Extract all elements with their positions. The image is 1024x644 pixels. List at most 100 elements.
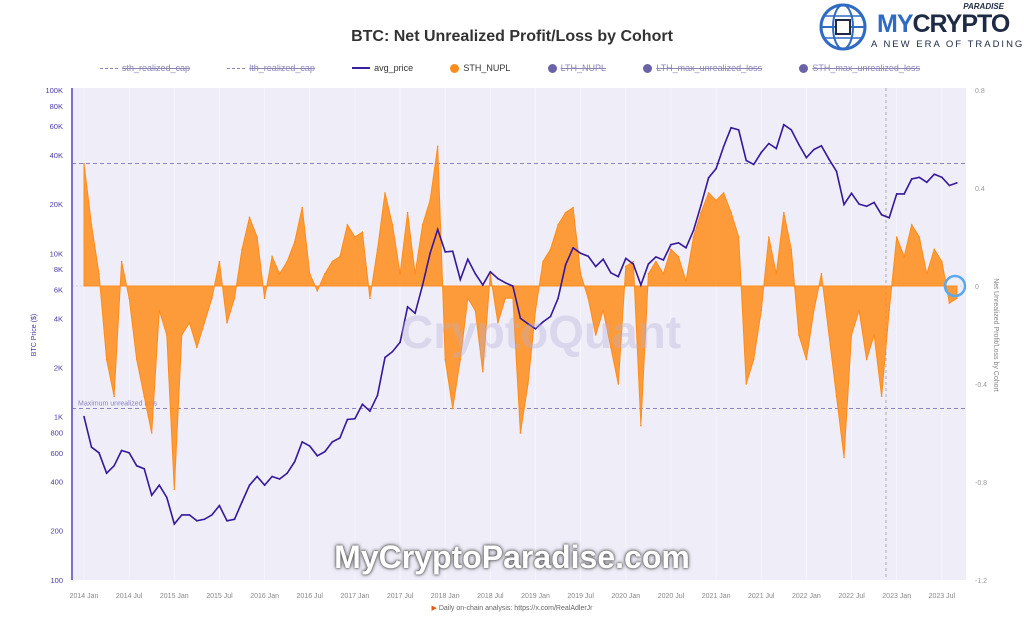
y-left-tick-label: 600: [50, 449, 63, 458]
sth-nupl-point: [903, 255, 906, 258]
avg-price-point: [444, 251, 447, 253]
sth-nupl-point: [632, 260, 635, 263]
legend-item[interactable]: lth_realized_cap: [227, 63, 315, 73]
sth-nupl-point: [858, 309, 860, 312]
x-tick-label: 2020 Jan: [611, 593, 640, 600]
sth-nupl-point: [873, 334, 875, 336]
avg-price-point: [308, 445, 311, 447]
avg-price-point: [700, 204, 702, 207]
sth-nupl-point: [670, 248, 672, 251]
avg-price-point: [474, 272, 477, 275]
sth-nupl-point: [828, 334, 830, 336]
sth-nupl-point: [745, 383, 747, 385]
sth-nupl-point: [534, 309, 537, 312]
avg-price-point: [218, 504, 221, 507]
legend-item[interactable]: avg_price: [352, 63, 413, 73]
legend-item[interactable]: sth_realized_cap: [100, 63, 190, 73]
y-left-label: BTC Price ($): [31, 314, 38, 356]
sth-nupl-point: [331, 260, 334, 263]
source-note[interactable]: ▶ Daily on-chain analysis: https://x.com…: [431, 605, 593, 612]
avg-price-point: [557, 297, 559, 300]
legend-item[interactable]: LTH_max_unrealized_loss: [643, 63, 762, 73]
sth-nupl-point: [956, 297, 958, 300]
avg-price-point: [933, 173, 936, 176]
x-tick-label: 2023 Jul: [929, 593, 956, 600]
sth-nupl-point: [406, 211, 409, 214]
sth-nupl-point: [181, 334, 183, 336]
sth-nupl-point: [579, 272, 582, 275]
avg-price-point: [421, 284, 424, 286]
avg-price-point: [173, 523, 176, 525]
avg-price-point: [903, 193, 906, 195]
sth-nupl-point: [399, 272, 401, 275]
sth-nupl-point: [98, 272, 100, 275]
avg-price-point: [482, 284, 484, 286]
sth-nupl-point: [572, 206, 574, 209]
avg-price-point: [662, 259, 665, 261]
avg-price-point: [361, 403, 364, 406]
avg-price-point: [105, 472, 108, 475]
dot-icon: [547, 63, 557, 73]
x-tick-label: 2019 Jan: [521, 593, 550, 600]
legend-item[interactable]: LTH_NUPL: [547, 63, 606, 73]
x-tick-label: 2014 Jan: [70, 593, 99, 600]
x-tick-label: 2021 Jan: [702, 593, 731, 600]
avg-price-point: [805, 156, 808, 159]
avg-price-point: [429, 252, 431, 255]
x-tick-label: 2021 Jul: [748, 593, 775, 600]
avg-price-point: [534, 327, 537, 330]
x-tick-label: 2016 Jan: [250, 593, 279, 600]
y-left-tick-label: 1K: [54, 413, 63, 422]
avg-price-point: [128, 452, 130, 454]
sth-nupl-point: [346, 223, 349, 226]
logo-tagline: A NEW ERA OF TRADING: [871, 39, 1024, 50]
avg-price-point: [316, 455, 319, 457]
sth-nupl-point: [542, 260, 544, 263]
sth-nupl-point: [429, 199, 431, 202]
sth-nupl-point: [730, 211, 732, 214]
y-left-tick-label: 10K: [50, 249, 63, 258]
sth-nupl-point: [324, 272, 326, 275]
sth-nupl-point: [602, 309, 605, 312]
x-tick-label: 2014 Jul: [116, 593, 143, 600]
avg-price-point: [873, 201, 875, 204]
sth-nupl-point: [760, 309, 763, 312]
avg-price-point: [745, 159, 747, 162]
avg-price-point: [248, 484, 251, 487]
avg-price-point: [354, 417, 356, 420]
sth-nupl-point: [83, 162, 85, 165]
x-tick-label: 2015 Jan: [160, 593, 189, 600]
avg-price-point: [752, 163, 755, 166]
avg-price-point: [790, 129, 793, 131]
legend-item[interactable]: STH_NUPL: [450, 63, 510, 73]
avg-price-point: [760, 151, 763, 154]
sth-nupl-point: [820, 272, 823, 275]
y-left-tick-label: 80K: [50, 102, 63, 111]
avg-price-point: [466, 258, 469, 261]
avg-price-point: [369, 410, 371, 412]
y-right-tick-label: -0.8: [975, 480, 987, 487]
sth-nupl-point: [722, 192, 725, 194]
avg-price-point: [707, 176, 710, 179]
sth-nupl-point: [376, 248, 379, 251]
avg-price-point: [677, 241, 680, 244]
sth-nupl-point: [677, 255, 680, 258]
sth-nupl-point: [369, 297, 371, 300]
avg-price-point: [346, 418, 349, 421]
legend-item[interactable]: STH_max_unrealized_loss: [799, 63, 920, 73]
avg-price-point: [203, 518, 206, 521]
avg-price-point: [196, 520, 198, 522]
reference-line-label: Maximum unrealized loss: [78, 401, 157, 408]
avg-price-point: [918, 176, 921, 179]
y-left-tick-label: 400: [50, 478, 63, 487]
sth-nupl-point: [504, 297, 507, 300]
avg-price-point: [602, 258, 605, 261]
avg-price-point: [813, 148, 815, 151]
legend-label: avg_price: [374, 63, 414, 73]
y-left-tick-label: 4K: [54, 314, 63, 323]
sth-nupl-point: [278, 272, 281, 275]
avg-price-point: [376, 394, 379, 397]
sth-nupl-point: [248, 216, 251, 219]
sth-nupl-point: [226, 321, 228, 324]
